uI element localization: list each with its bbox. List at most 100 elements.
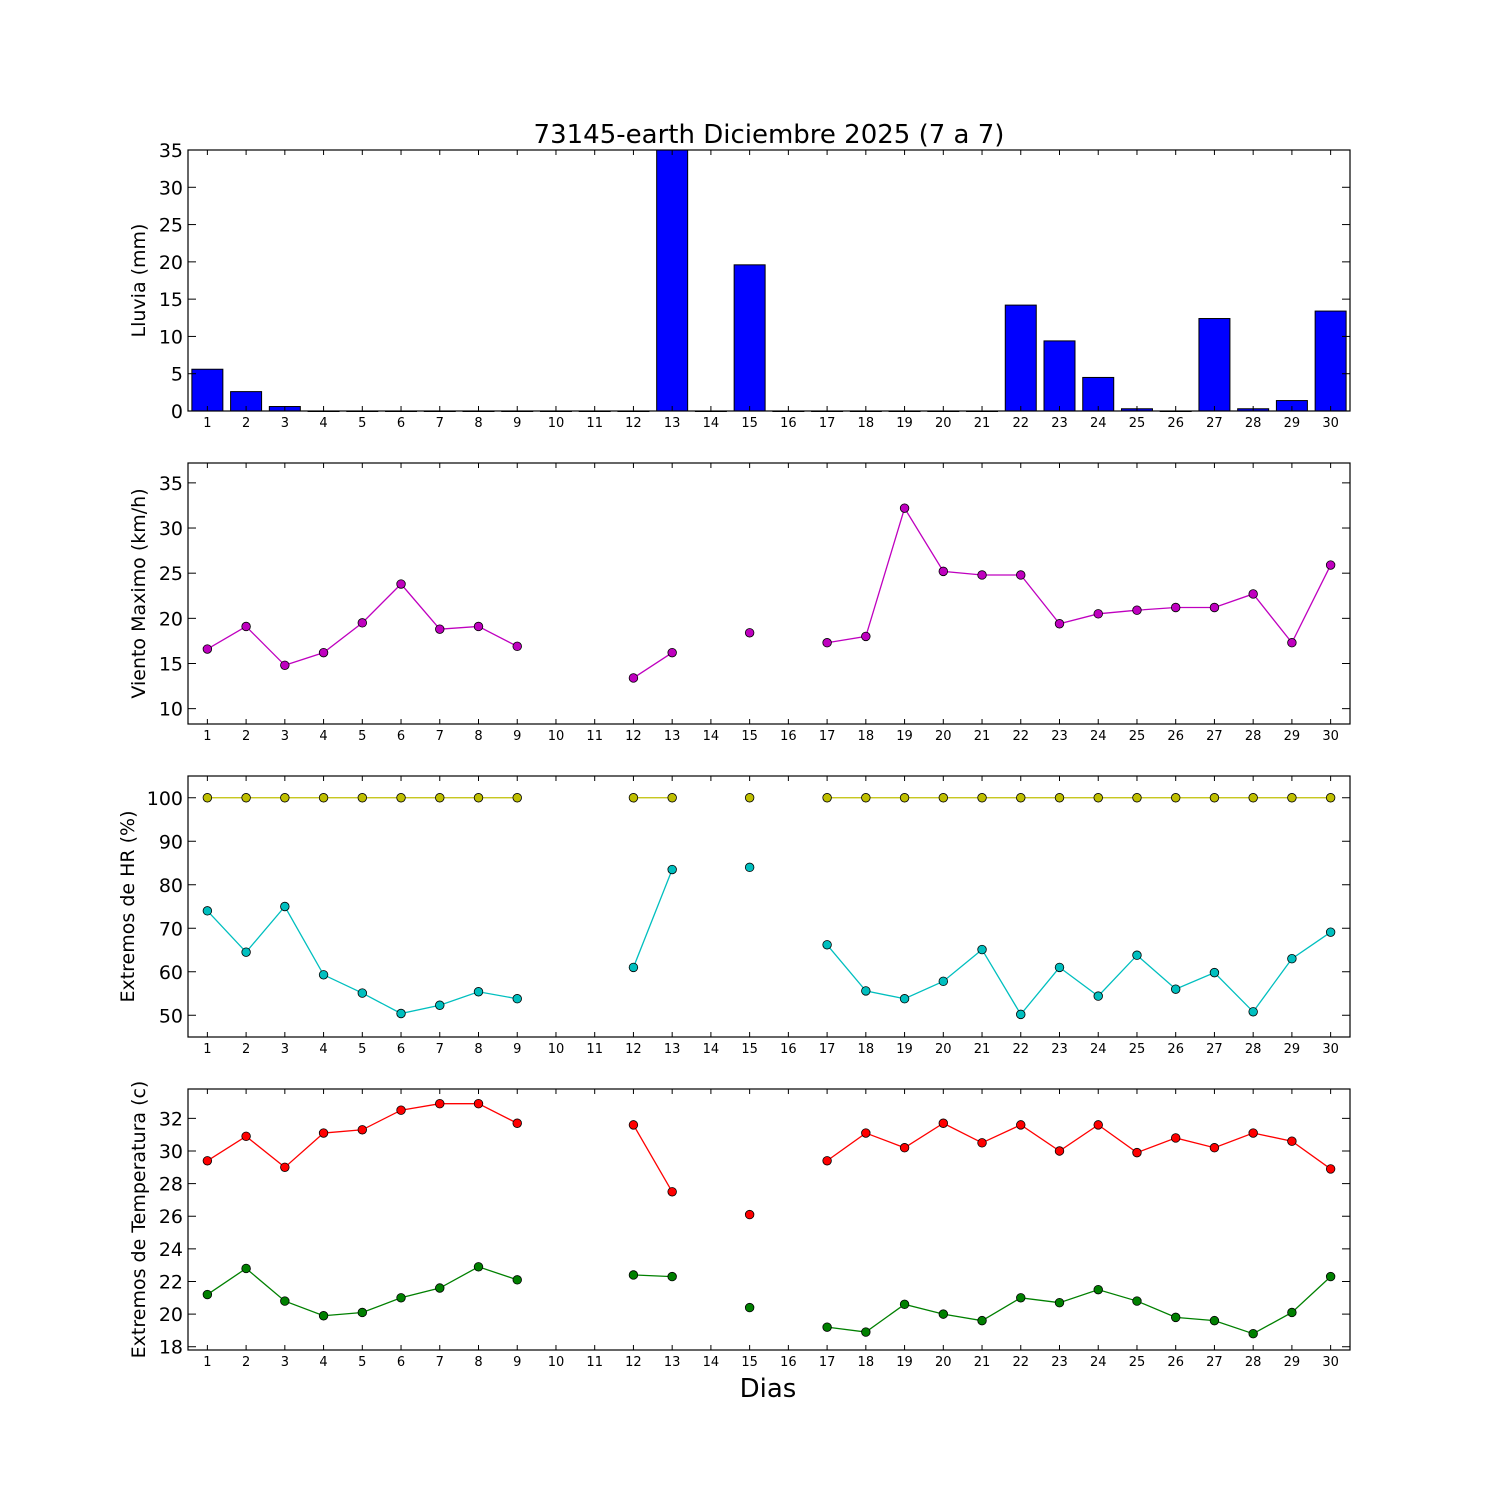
series-1-point <box>861 1128 871 1138</box>
x-tick-label: 21 <box>974 1042 991 1057</box>
series-2-point <box>1248 1007 1258 1017</box>
x-tick-label: 6 <box>397 1355 405 1370</box>
x-tick-label: 25 <box>1129 729 1146 744</box>
series-1-point <box>473 621 484 632</box>
x-tick-label: 26 <box>1167 416 1184 431</box>
y-tick-label: 10 <box>159 326 183 348</box>
x-tick-label: 18 <box>858 416 875 431</box>
series-1-point <box>899 1143 910 1153</box>
series-1-point <box>861 793 871 803</box>
series-1-point <box>241 621 251 632</box>
y-tick-label: 70 <box>159 918 183 940</box>
series-2-point <box>1287 1307 1297 1318</box>
x-tick-label: 12 <box>625 1042 642 1057</box>
x-tick-label: 15 <box>741 416 758 431</box>
rain-bar <box>191 368 224 412</box>
series-1-line <box>826 506 1332 644</box>
x-tick-label: 30 <box>1322 1355 1339 1370</box>
x-tick-label: 5 <box>358 416 366 431</box>
series-2-point <box>1248 1328 1258 1339</box>
x-tick-label: 28 <box>1245 1042 1262 1057</box>
x-tick-label: 5 <box>358 1042 366 1057</box>
series-1-point <box>318 793 329 803</box>
x-tick-label: 1 <box>203 729 211 744</box>
series-1-point <box>1093 609 1103 619</box>
series-2-point <box>744 862 755 873</box>
y-tick-label: 22 <box>159 1271 183 1293</box>
series-2-line <box>827 1276 1332 1335</box>
x-tick-label: 13 <box>664 1042 681 1057</box>
x-tick-label: 28 <box>1245 729 1262 744</box>
x-tick-label: 30 <box>1322 416 1339 431</box>
series-1-point <box>1287 793 1297 803</box>
series-1-point <box>628 793 639 803</box>
y-tick-label: 30 <box>159 518 183 540</box>
y-tick-label: 28 <box>159 1174 183 1196</box>
y-axis-label: Extremos de HR (%) <box>117 810 139 1002</box>
series-1-line <box>633 652 673 679</box>
series-2-point <box>938 976 949 987</box>
y-tick-label: 15 <box>159 653 183 675</box>
series-2-point <box>938 1309 949 1319</box>
y-tick-label: 30 <box>159 177 183 199</box>
x-tick-label: 21 <box>974 1355 991 1370</box>
panel-2: 1 2 3 4 5 6 7 8 9 10 11 12 13 14 15 16 17 18 19 20 21 22 23 24 2… <box>128 462 1351 744</box>
series-1-point <box>1170 793 1181 803</box>
x-tick-label: 13 <box>664 1355 681 1370</box>
x-tick-label: 20 <box>935 729 952 744</box>
series-2-point <box>1325 927 1336 937</box>
y-tick-label: 30 <box>159 1141 183 1163</box>
series-1-point <box>977 1138 987 1148</box>
series-1-point <box>357 1125 368 1135</box>
series-1-point <box>1054 1146 1065 1156</box>
x-tick-label: 16 <box>780 729 797 744</box>
series-1-point <box>938 793 949 803</box>
rain-bar <box>1082 376 1115 412</box>
panel-4: 1 2 3 4 5 6 7 8 9 10 11 12 13 14 15 16 17 18 19 20 21 22 23 24 2… <box>128 1081 1351 1370</box>
series-2-point <box>280 1296 290 1306</box>
x-tick-label: 27 <box>1206 1355 1223 1370</box>
series-1-point <box>1054 793 1065 803</box>
y-tick-label: 20 <box>159 252 183 274</box>
series-2-point <box>318 970 329 980</box>
series-1-point <box>744 628 755 638</box>
series-1-point <box>473 793 484 803</box>
x-tick-label: 28 <box>1245 1355 1262 1370</box>
x-tick-label: 2 <box>242 729 250 744</box>
x-tick-label: 25 <box>1129 1355 1146 1370</box>
series-1-point <box>1054 619 1065 629</box>
x-tick-label: 27 <box>1206 1042 1223 1057</box>
x-tick-label: 14 <box>703 1042 720 1057</box>
series-2-point <box>977 1315 987 1326</box>
plot-frame <box>187 775 1351 1038</box>
series-2-point <box>1170 984 1181 994</box>
x-tick-label: 14 <box>703 1355 720 1370</box>
series-1-point <box>822 1156 832 1166</box>
series-1-point <box>744 793 755 803</box>
series-1-point <box>938 566 949 577</box>
x-tick-label: 9 <box>513 416 521 431</box>
x-tick-label: 3 <box>281 1042 289 1057</box>
x-tick-label: 17 <box>819 416 836 431</box>
x-tick-label: 23 <box>1051 729 1068 744</box>
x-tick-label: 11 <box>586 1042 603 1057</box>
x-tick-label: 2 <box>242 1042 250 1057</box>
series-1-point <box>1016 793 1026 803</box>
series-1-point <box>899 503 910 513</box>
x-tick-label: 23 <box>1051 1042 1068 1057</box>
series-1-point <box>1287 1136 1297 1146</box>
x-tick-label: 22 <box>1012 729 1029 744</box>
x-tick-label: 8 <box>474 416 482 431</box>
x-tick-label: 19 <box>896 1042 913 1057</box>
series-2-point <box>1054 962 1065 973</box>
series-1-line <box>826 1122 1332 1170</box>
series-2-point <box>473 987 484 997</box>
x-tick-label: 24 <box>1090 729 1107 744</box>
x-tick-label: 6 <box>397 729 405 744</box>
x-tick-label: 22 <box>1012 416 1029 431</box>
series-1-point <box>1248 589 1258 599</box>
series-2-line <box>632 869 673 968</box>
series-2-point <box>1132 1296 1142 1306</box>
x-tick-label: 7 <box>436 1042 444 1057</box>
series-1-point <box>241 1131 251 1142</box>
